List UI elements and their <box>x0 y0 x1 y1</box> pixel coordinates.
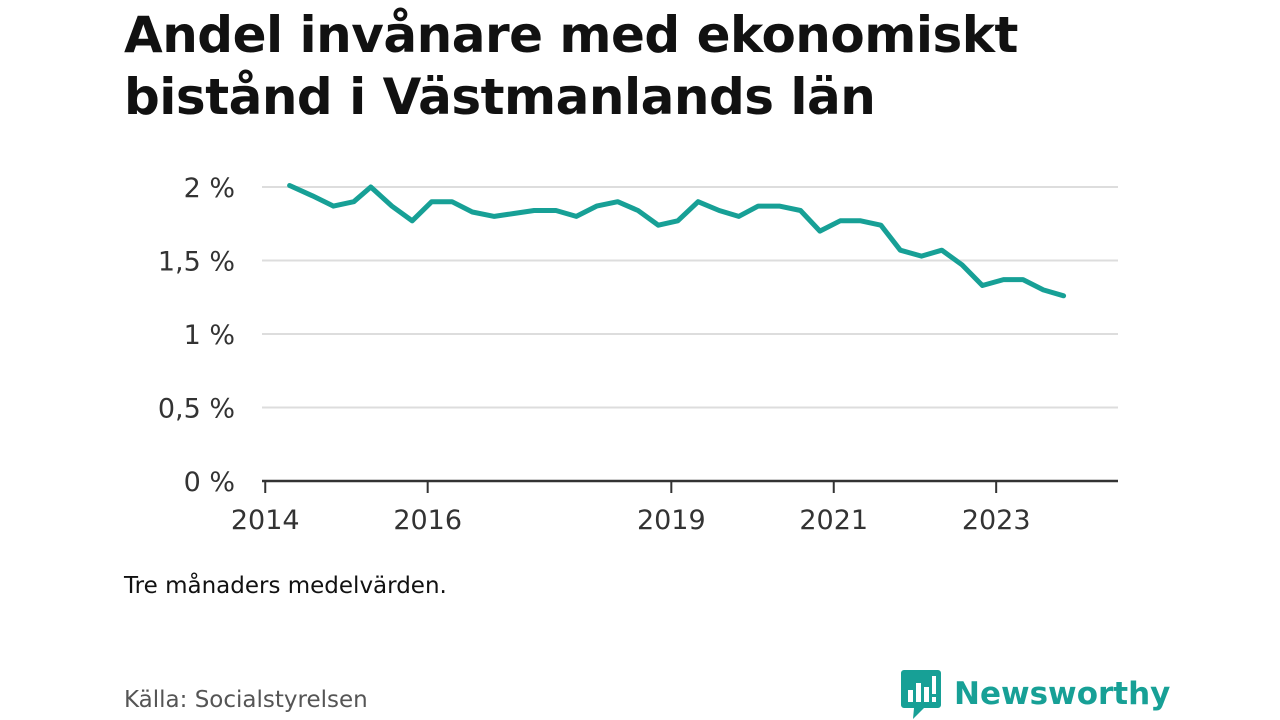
data-point <box>368 185 373 190</box>
data-point <box>511 211 516 216</box>
data-point <box>858 218 863 223</box>
data-point <box>389 204 394 209</box>
x-axis-labels: 2014 2016 2019 2021 2023 <box>231 505 1031 536</box>
data-point <box>756 204 761 209</box>
data-point <box>287 183 292 188</box>
data-point <box>898 248 903 253</box>
chart-note: Tre månaders medelvärden. <box>124 573 447 599</box>
data-point <box>939 248 944 253</box>
data-point <box>717 208 722 213</box>
data-point <box>736 214 741 219</box>
data-point <box>310 193 315 198</box>
y-tick-label: 1 % <box>184 320 235 351</box>
data-point <box>574 214 579 219</box>
data-point <box>817 229 822 234</box>
data-point <box>351 199 356 204</box>
data-point <box>1021 277 1026 282</box>
x-tick-label: 2021 <box>799 505 868 536</box>
data-point <box>1041 287 1046 292</box>
brand: Newsworthy <box>900 668 1170 720</box>
data-point <box>450 199 455 204</box>
y-axis-labels: 0 % 0,5 % 1 % 1,5 % 2 % <box>158 173 235 498</box>
data-point <box>554 208 559 213</box>
data-point <box>594 204 599 209</box>
series <box>287 183 1067 299</box>
data-point <box>470 210 475 215</box>
y-tick-label: 0,5 % <box>158 394 235 425</box>
series-line <box>287 183 1067 299</box>
data-point <box>919 254 924 259</box>
data-point <box>636 208 641 213</box>
data-point <box>492 214 497 219</box>
x-tick-label: 2016 <box>393 505 462 536</box>
data-point <box>1061 293 1066 298</box>
x-tick-label: 2019 <box>637 505 706 536</box>
data-point <box>878 223 883 228</box>
source-text: Källa: Socialstyrelsen <box>124 687 368 713</box>
y-tick-label: 2 % <box>184 173 235 204</box>
brand-name: Newsworthy <box>954 676 1171 712</box>
data-point <box>675 218 680 223</box>
y-tick-label: 1,5 % <box>158 247 235 278</box>
data-point <box>331 204 336 209</box>
y-tick-label: 0 % <box>184 467 235 498</box>
data-point <box>656 223 661 228</box>
data-point <box>1001 277 1006 282</box>
x-tick-label: 2023 <box>962 505 1031 536</box>
data-point <box>410 218 415 223</box>
x-axis <box>262 479 1118 493</box>
grid-lines <box>262 186 1118 409</box>
line-chart: 0 % 0,5 % 1 % 1,5 % 2 % 2014 2016 2019 2021 2023 <box>158 173 1118 536</box>
newsworthy-logo-icon <box>901 670 941 719</box>
data-point <box>980 283 985 288</box>
data-point <box>798 208 803 213</box>
data-point <box>532 208 537 213</box>
data-point <box>429 199 434 204</box>
data-point <box>960 262 965 267</box>
chart-title: Andel invånare med ekonomiskt bistånd i … <box>124 6 1018 126</box>
data-point <box>838 218 843 223</box>
x-tick-label: 2014 <box>231 505 300 536</box>
data-point <box>696 199 701 204</box>
data-point <box>615 199 620 204</box>
data-point <box>777 204 782 209</box>
